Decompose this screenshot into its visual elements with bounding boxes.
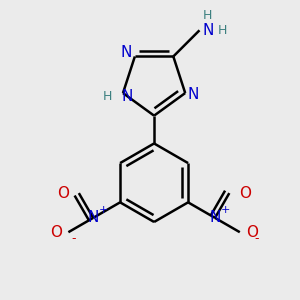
Text: +: +: [221, 205, 230, 215]
Text: H: H: [103, 90, 112, 103]
Text: +: +: [99, 205, 109, 215]
Text: H: H: [203, 9, 212, 22]
Text: -: -: [71, 232, 76, 245]
Text: -: -: [254, 232, 258, 245]
Text: N: N: [88, 210, 99, 225]
Text: O: O: [57, 186, 69, 201]
Text: N: N: [203, 23, 214, 38]
Text: O: O: [246, 225, 258, 240]
Text: N: N: [209, 210, 221, 225]
Text: N: N: [121, 89, 133, 104]
Text: N: N: [188, 87, 199, 102]
Text: H: H: [218, 24, 227, 37]
Text: O: O: [50, 225, 62, 240]
Text: N: N: [121, 45, 132, 60]
Text: O: O: [239, 186, 251, 201]
